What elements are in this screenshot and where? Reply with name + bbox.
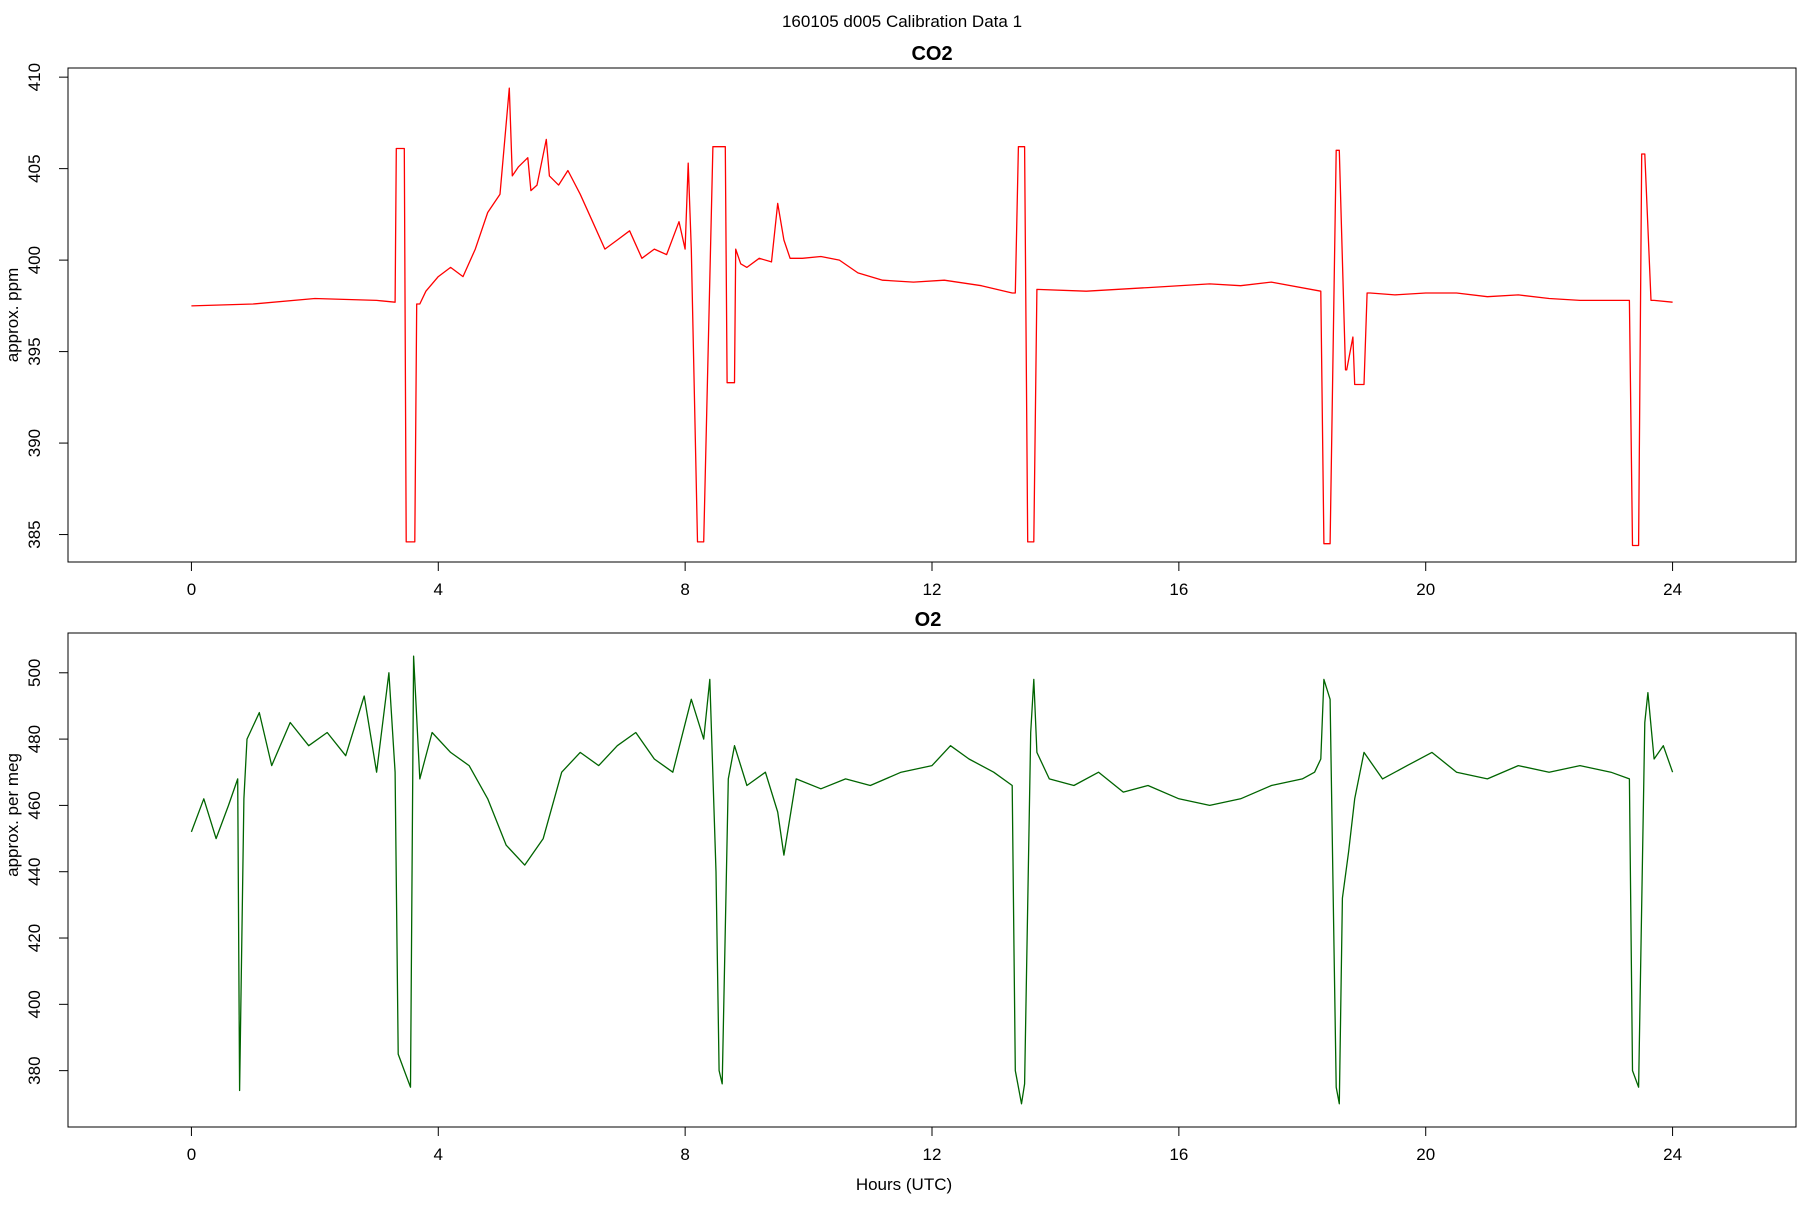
x-tick-label: 12: [923, 1145, 942, 1164]
y-tick-label: 480: [25, 725, 44, 753]
y-tick-label: 500: [25, 659, 44, 687]
x-tick-label: 16: [1169, 580, 1188, 599]
o2-series-line: [190, 655, 1674, 1105]
y-tick-label: 440: [25, 858, 44, 886]
y-tick-label: 400: [25, 990, 44, 1018]
x-tick-label: 24: [1663, 1145, 1682, 1164]
o2-y-axis-label: approx. per meg: [3, 753, 22, 877]
x-tick-label: 16: [1169, 1145, 1188, 1164]
x-tick-label: 20: [1416, 580, 1435, 599]
co2-series-line: [191, 87, 1673, 547]
co2-panel-title: CO2: [911, 43, 952, 65]
co2-x-axis: 0 4 8 12 16 20 24: [187, 561, 1682, 599]
o2-x-axis-label: Hours (UTC): [856, 1175, 952, 1194]
y-tick-label: 380: [25, 1056, 44, 1084]
x-tick-label: 0: [187, 580, 196, 599]
x-tick-label: 12: [923, 580, 942, 599]
y-tick-label: 400: [25, 246, 44, 274]
o2-y-axis: 380 400 420 440 460 480 500: [25, 659, 69, 1085]
o2-plot-frame: [67, 632, 1797, 1128]
x-tick-label: 0: [187, 1145, 196, 1164]
x-tick-label: 8: [680, 1145, 689, 1164]
y-tick-label: 410: [25, 63, 44, 91]
co2-y-axis-label: approx. ppm: [3, 268, 22, 363]
y-tick-label: 395: [25, 337, 44, 365]
o2-x-axis: 0 4 8 12 16 20 24: [187, 1126, 1682, 1164]
x-tick-label: 20: [1416, 1145, 1435, 1164]
x-tick-label: 8: [680, 580, 689, 599]
page-title: 160105 d005 Calibration Data 1: [782, 12, 1022, 31]
x-tick-label: 4: [434, 580, 443, 599]
x-tick-label: 4: [434, 1145, 443, 1164]
x-tick-label: 24: [1663, 580, 1682, 599]
y-tick-label: 405: [25, 154, 44, 182]
y-tick-label: 390: [25, 429, 44, 457]
y-tick-label: 385: [25, 520, 44, 548]
y-tick-label: 460: [25, 791, 44, 819]
o2-panel-title: O2: [915, 609, 942, 631]
y-tick-label: 420: [25, 924, 44, 952]
co2-y-axis: 385 390 395 400 405 410: [25, 63, 69, 549]
co2-plot-frame: [67, 67, 1797, 563]
